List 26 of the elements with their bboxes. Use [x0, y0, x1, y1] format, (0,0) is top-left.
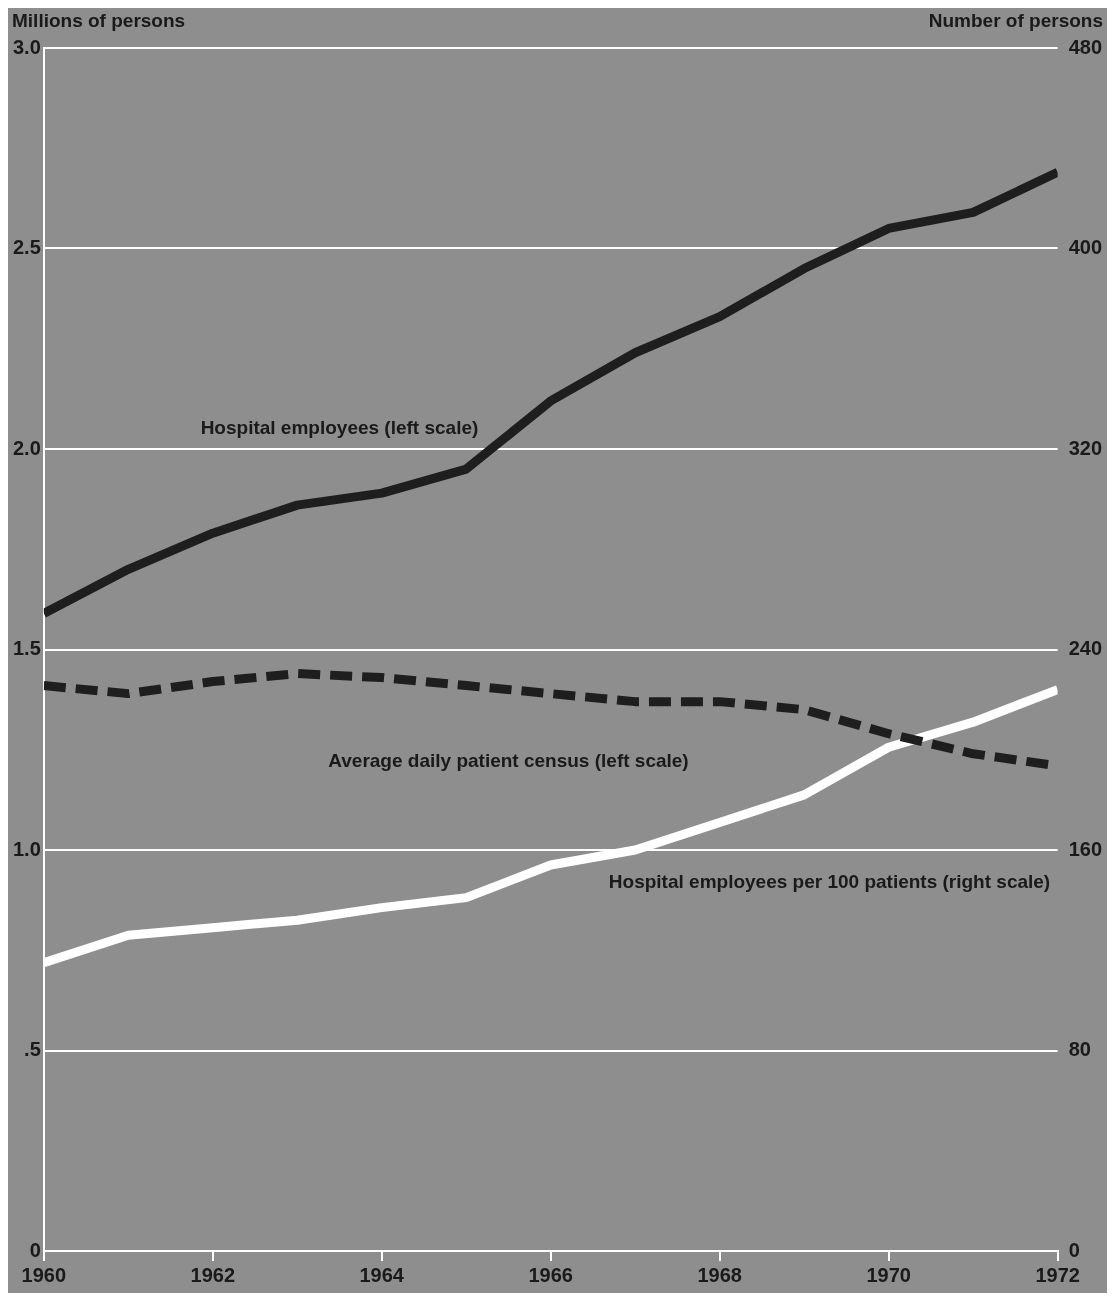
y2-tick-label: 80	[1068, 1038, 1091, 1061]
y2-tick-label: 400	[1068, 236, 1103, 259]
text: Average daily patient census (left scale)	[328, 750, 689, 772]
y-tick-label: 1.0	[12, 837, 41, 860]
y-tick-label: 3.0	[12, 35, 41, 58]
series-label: Hospital employees (left scale)	[200, 417, 479, 439]
y-tick-label: 2.0	[12, 436, 41, 459]
y-axis-title: Millions of persons	[12, 9, 186, 31]
x-tick-label: 1960	[21, 1263, 67, 1286]
y-tick-label: .5	[24, 1038, 41, 1061]
y2-tick-label: 480	[1068, 35, 1103, 58]
x-tick-label: 1972	[1035, 1263, 1080, 1286]
x-tick-label: 1968	[697, 1263, 742, 1286]
y-tick-label: 2.5	[12, 236, 41, 259]
x-tick-label: 1970	[866, 1263, 911, 1286]
y2-tick-label: 320	[1068, 436, 1103, 459]
y2-tick-label: 0	[1068, 1238, 1080, 1261]
y-tick-label: 1.5	[12, 637, 41, 660]
x-tick-label: 1966	[528, 1263, 573, 1286]
x-tick-label: 1964	[359, 1263, 405, 1286]
x-tick-label: 1962	[190, 1263, 236, 1286]
y2-tick-label: 160	[1068, 837, 1103, 860]
y-tick-label: 0	[29, 1238, 41, 1261]
series-label: Hospital employees per 100 patients (right scale)	[608, 870, 1051, 892]
y2-tick-label: 240	[1068, 637, 1103, 660]
y2-axis-title: Number of persons	[928, 9, 1103, 31]
